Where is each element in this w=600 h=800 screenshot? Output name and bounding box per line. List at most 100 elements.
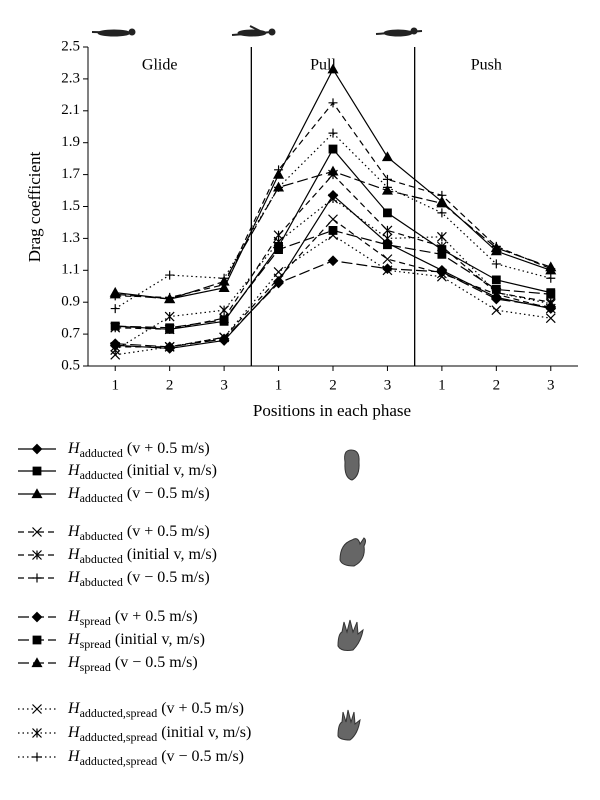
marker (545, 313, 556, 324)
y-tick-label: 2.5 (61, 38, 80, 54)
marker (328, 193, 338, 204)
legend-condition: (v + 0.5 m/s) (161, 700, 244, 717)
marker (382, 254, 393, 265)
marker (436, 197, 448, 208)
legend-symbol: H (67, 631, 81, 648)
marker (219, 332, 230, 343)
legend-item: Hspread (v − 0.5 m/s) (18, 654, 198, 674)
marker (164, 311, 175, 322)
phase-label: Push (471, 57, 502, 74)
marker (436, 241, 447, 252)
marker (382, 233, 393, 244)
swimmer-icons (91, 25, 423, 37)
legend-symbol: H (67, 748, 81, 765)
marker (328, 98, 338, 108)
marker (382, 263, 393, 275)
legend-condition: (initial v, m/s) (115, 631, 205, 648)
marker (491, 287, 502, 298)
marker (490, 242, 502, 253)
legend-label: Hspread (initial v, m/s) (67, 631, 205, 651)
legend-label: Hspread (v − 0.5 m/s) (67, 654, 198, 674)
marker (31, 443, 43, 455)
marker (110, 349, 121, 360)
legend-subscript: spread (80, 614, 111, 628)
marker (491, 259, 501, 269)
marker (32, 466, 42, 476)
legend-item: Hadducted (v + 0.5 m/s) (18, 440, 210, 460)
marker (383, 240, 392, 250)
legend-condition: (v + 0.5 m/s) (115, 608, 198, 625)
legend-condition: (v − 0.5 m/s) (127, 569, 210, 586)
legend-condition: (v − 0.5 m/s) (127, 485, 210, 502)
marker (546, 289, 556, 299)
legend-subscript: spread (80, 660, 111, 674)
legend-condition: (v + 0.5 m/s) (127, 440, 210, 457)
marker (32, 728, 42, 738)
y-tick-label: 1.1 (61, 262, 80, 278)
legend-condition: (v − 0.5 m/s) (161, 748, 244, 765)
marker (110, 304, 120, 314)
legend-label: Habducted (initial v, m/s) (67, 546, 217, 566)
marker (491, 305, 502, 316)
legend-label: Habducted (v − 0.5 m/s) (67, 569, 210, 589)
marker (32, 704, 42, 714)
legend-label: Hadducted,spread (v + 0.5 m/s) (67, 700, 244, 720)
legend-label: Hadducted (v − 0.5 m/s) (67, 485, 210, 505)
marker (31, 488, 43, 499)
marker (109, 288, 121, 299)
x-tick-label: 2 (166, 377, 174, 393)
legend-item: Habducted (initial v, m/s) (18, 546, 217, 566)
legend-symbol: H (67, 654, 81, 671)
legend-item: Habducted (v − 0.5 m/s) (18, 569, 210, 589)
marker (491, 275, 501, 285)
y-tick-label: 1.3 (61, 230, 80, 246)
marker (273, 236, 284, 247)
legend-subscript: abducted (80, 552, 123, 566)
marker (328, 214, 338, 225)
marker (381, 151, 393, 162)
legend-symbol: H (67, 440, 81, 457)
x-tick-label: 2 (493, 377, 501, 393)
x-tick-label: 2 (329, 377, 337, 393)
marker (546, 273, 556, 283)
y-tick-label: 1.5 (61, 198, 80, 214)
legend-symbol: H (67, 569, 81, 586)
series-line (114, 132, 551, 310)
y-tick-label: 0.7 (61, 326, 80, 342)
marker (110, 345, 121, 355)
legend-condition: (initial v, m/s) (127, 546, 217, 563)
legend-subscript: adducted,spread (80, 754, 158, 768)
marker (382, 225, 393, 236)
marker (437, 208, 447, 218)
x-tick-label: 3 (547, 377, 555, 393)
x-tick-label: 1 (275, 377, 283, 393)
series-line (115, 194, 551, 350)
legend-symbol: H (67, 724, 81, 741)
legend-symbol: H (67, 608, 81, 625)
marker (328, 144, 338, 154)
legend-label: Hadducted,spread (v − 0.5 m/s) (67, 748, 244, 768)
marker (110, 321, 120, 331)
marker (382, 265, 393, 276)
marker (436, 231, 447, 242)
x-tick-label: 1 (438, 377, 446, 393)
legend-item: Hspread (v + 0.5 m/s) (18, 608, 198, 628)
marker (165, 270, 175, 280)
x-axis-title: Positions in each phase (253, 401, 411, 420)
legend-item: Hadducted,spread (v − 0.5 m/s) (18, 748, 244, 768)
legend-item: Habducted (v + 0.5 m/s) (18, 523, 210, 543)
marker (328, 230, 338, 241)
marker (164, 341, 175, 352)
series-line (115, 229, 551, 329)
legend-symbol: H (67, 462, 81, 479)
legend-item: Hspread (initial v, m/s) (18, 631, 205, 651)
marker (382, 174, 392, 184)
legend-subscript: abducted (80, 575, 123, 589)
y-tick-label: 2.1 (61, 102, 80, 118)
marker (219, 315, 229, 325)
marker (328, 128, 338, 138)
x-tick-label: 1 (111, 377, 119, 393)
legend-condition: (v − 0.5 m/s) (115, 654, 198, 671)
marker (545, 261, 557, 272)
marker (219, 305, 230, 316)
